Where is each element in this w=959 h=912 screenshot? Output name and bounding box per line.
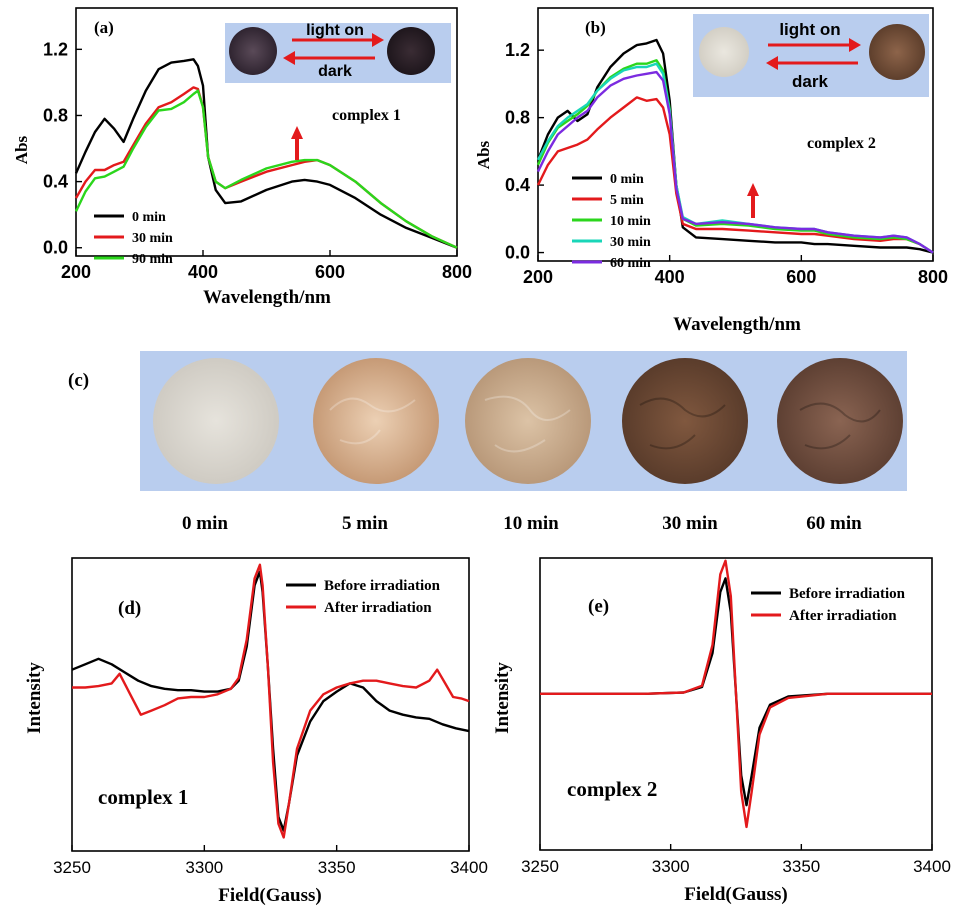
legend-label: 90 min bbox=[132, 252, 173, 267]
increase-arrow-a bbox=[291, 126, 303, 160]
x-tick-label: 200 bbox=[61, 262, 91, 282]
time-label-10min: 10 min bbox=[503, 513, 559, 534]
y-tick-label: 0.8 bbox=[505, 108, 530, 128]
x-tick-label: 800 bbox=[918, 267, 948, 287]
x-tick-label: 3300 bbox=[185, 858, 223, 877]
series-line-60-min bbox=[536, 70, 934, 254]
legend-label: 10 min bbox=[610, 214, 651, 229]
panel-label-a: (a) bbox=[94, 18, 114, 37]
legend-label: 5 min bbox=[610, 193, 644, 208]
inset-dark-label-b: dark bbox=[792, 72, 828, 91]
legend-label: Before irradiation bbox=[789, 586, 906, 602]
panel-a: 0.00.40.81.2 200 400 600 800 light on dark … bbox=[12, 7, 472, 308]
complex-label-e: complex 2 bbox=[567, 777, 657, 801]
sample-photo-60min bbox=[777, 358, 903, 484]
dark-arrow-b bbox=[766, 56, 858, 70]
legend-a: 0 min 30 min 90 min bbox=[94, 210, 173, 267]
sample-photo-10min bbox=[465, 358, 591, 484]
y-tick-label: 0.4 bbox=[43, 172, 68, 192]
sample-before-photo-b bbox=[699, 27, 749, 77]
panel-label-b: (b) bbox=[585, 18, 606, 37]
series-line-after-irradiation bbox=[72, 563, 470, 839]
inset-light-label-b: light on bbox=[779, 20, 840, 39]
legend-label: 0 min bbox=[132, 210, 166, 225]
series-line-after-irradiation bbox=[540, 559, 932, 829]
y-axis-label-e: Intensity bbox=[492, 662, 513, 734]
inset-light-label-a: light on bbox=[306, 22, 364, 39]
time-label-0min: 0 min bbox=[182, 513, 228, 534]
legend-d: Before irradiation After irradiation bbox=[286, 578, 441, 616]
x-tick-label: 600 bbox=[315, 262, 345, 282]
complex-label-d: complex 1 bbox=[98, 785, 188, 809]
x-tick-label: 400 bbox=[188, 262, 218, 282]
series-line-90-min bbox=[74, 89, 458, 249]
time-label-30min: 30 min bbox=[662, 513, 718, 534]
y-axis-label-d: Intensity bbox=[24, 662, 45, 734]
legend-label: 0 min bbox=[610, 172, 644, 187]
sample-photo-5min bbox=[313, 358, 439, 484]
series-line-5-min bbox=[536, 96, 934, 254]
plot-frame-d bbox=[71, 557, 470, 852]
inset-dark-label-a: dark bbox=[318, 63, 352, 80]
legend-b: 0 min 5 min 10 min 30 min 60 min bbox=[572, 172, 651, 271]
plot-frame-e bbox=[539, 557, 933, 851]
panel-label-c: (c) bbox=[68, 370, 89, 391]
y-tick-label: 0.0 bbox=[505, 243, 530, 263]
panel-label-d: (d) bbox=[118, 598, 141, 619]
legend-label: 30 min bbox=[610, 235, 651, 250]
dark-arrow-a bbox=[283, 51, 375, 65]
x-tick-label: 400 bbox=[655, 267, 685, 287]
x-tick-label: 3400 bbox=[450, 858, 488, 877]
legend-e: Before irradiation After irradiation bbox=[751, 586, 906, 624]
y-axis-label-b: Abs bbox=[474, 140, 493, 169]
sample-before-photo-a bbox=[229, 27, 277, 75]
legend-label: Before irradiation bbox=[324, 578, 441, 594]
x-tick-label: 3350 bbox=[318, 858, 356, 877]
plot-frame-a bbox=[75, 7, 458, 257]
x-tick-label: 3250 bbox=[53, 858, 91, 877]
light-on-arrow-a bbox=[292, 33, 384, 47]
x-tick-label: 3300 bbox=[652, 857, 690, 876]
y-axis-label-a: Abs bbox=[12, 135, 31, 164]
legend-label: After irradiation bbox=[789, 608, 897, 624]
sample-after-photo-a bbox=[387, 27, 435, 75]
plot-frame-b bbox=[537, 7, 934, 262]
x-axis-label-d: Field(Gauss) bbox=[218, 885, 321, 906]
photo-texture bbox=[329, 395, 571, 453]
x-tick-label: 3400 bbox=[913, 857, 951, 876]
x-tick-label: 800 bbox=[442, 262, 472, 282]
legend-label: 30 min bbox=[132, 231, 173, 246]
legend-label: After irradiation bbox=[324, 600, 432, 616]
x-tick-label: 600 bbox=[786, 267, 816, 287]
sample-photo-0min bbox=[153, 358, 279, 484]
x-tick-label: 3350 bbox=[782, 857, 820, 876]
y-tick-label: 0.0 bbox=[43, 238, 68, 258]
x-axis-label-e: Field(Gauss) bbox=[684, 884, 787, 905]
panel-label-e: (e) bbox=[588, 596, 609, 617]
legend-label: 60 min bbox=[610, 256, 651, 271]
sample-photo-30min bbox=[622, 358, 748, 484]
x-axis-label-b: Wavelength/nm bbox=[673, 314, 801, 335]
panel-e: 3250 3300 3350 3400 (e) complex 2 Intensity… bbox=[492, 557, 951, 905]
x-axis-label-a: Wavelength/nm bbox=[203, 287, 331, 308]
y-tick-label: 0.4 bbox=[505, 175, 530, 195]
x-tick-label: 200 bbox=[523, 267, 553, 287]
sample-after-photo-b bbox=[869, 24, 925, 80]
panel-c: (c) 0 min 5 min 10 min 30 min 60 min bbox=[68, 351, 907, 534]
y-tick-label: 1.2 bbox=[43, 39, 68, 59]
panel-b: 0.00.40.81.2 200 400 600 800 light on dark … bbox=[474, 7, 948, 335]
light-on-arrow-b bbox=[768, 38, 861, 52]
complex-label-b: complex 2 bbox=[807, 135, 876, 152]
panel-d: 3250 3300 3350 3400 (d) complex 1 Intensity… bbox=[24, 557, 488, 906]
y-tick-label: 0.8 bbox=[43, 105, 68, 125]
complex-label-a: complex 1 bbox=[332, 107, 401, 124]
increase-arrow-b bbox=[747, 183, 759, 218]
time-label-60min: 60 min bbox=[806, 513, 862, 534]
y-tick-label: 1.2 bbox=[505, 40, 530, 60]
time-label-5min: 5 min bbox=[342, 513, 388, 534]
x-tick-label: 3250 bbox=[521, 857, 559, 876]
